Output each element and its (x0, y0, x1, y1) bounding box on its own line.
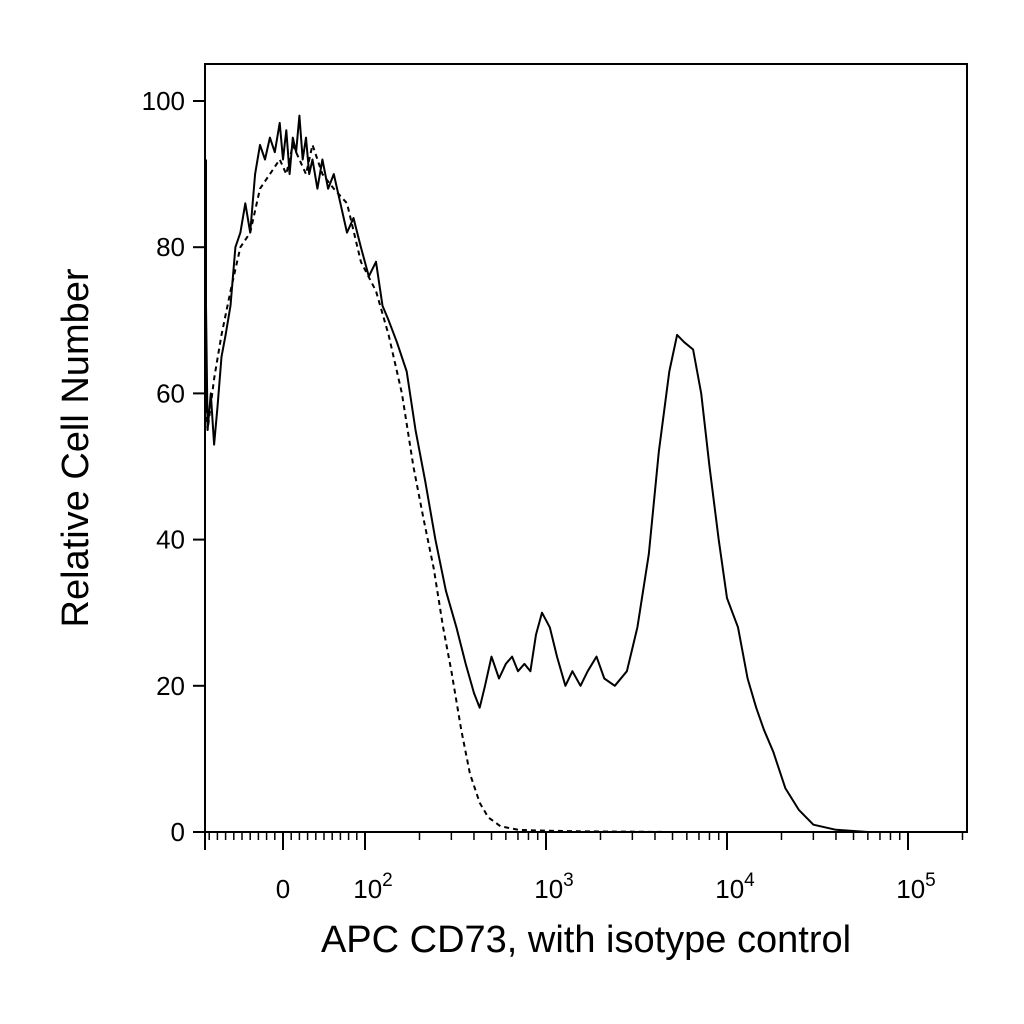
x-tick-label-10000: 104 (715, 870, 755, 904)
y-tick-label-100: 100 (142, 86, 185, 116)
isotype-control-line (205, 143, 966, 833)
x-tick-label-0: 0 (276, 874, 290, 904)
y-axis: 0 20 40 60 80 100 (142, 86, 205, 847)
x-tick-label-100000: 105 (896, 870, 936, 904)
y-tick-label-0: 0 (171, 817, 185, 847)
y-axis-title: Relative Cell Number (55, 268, 97, 627)
y-tick-label-60: 60 (156, 378, 185, 408)
y-tick-label-40: 40 (156, 525, 185, 555)
y-tick-label-80: 80 (156, 232, 185, 262)
x-tick-label-1000: 103 (534, 870, 574, 904)
x-tick-label-100: 102 (353, 870, 393, 904)
cd73-histogram-line (205, 114, 966, 833)
x-axis: 0 102 103 104 105 (204, 832, 964, 904)
series-layer (205, 114, 966, 833)
x-axis-title: APC CD73, with isotype control (321, 919, 851, 961)
y-tick-label-20: 20 (156, 671, 185, 701)
